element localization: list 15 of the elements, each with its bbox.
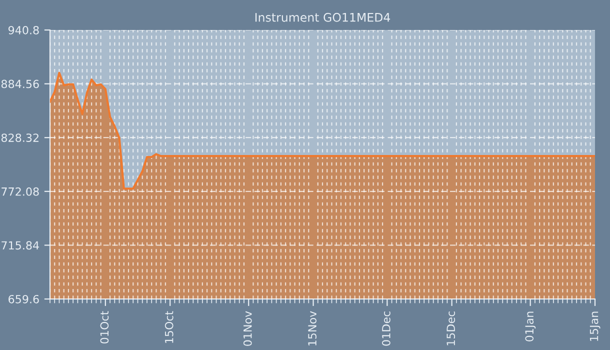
y-tick-label: 884.56 — [1, 80, 39, 88]
x-tick-label: 15Dec — [446, 311, 456, 346]
y-tick-label: 659.6 — [8, 294, 39, 304]
x-tick-label: 01Jan — [525, 312, 536, 342]
x-tick-label: 01Nov — [243, 311, 252, 346]
x-tick-label: 15Nov — [308, 311, 316, 346]
y-tick-label: 772.08 — [2, 187, 39, 196]
y-tick-label: 715.84 — [2, 241, 39, 250]
y-tick-label: 828.32 — [1, 134, 38, 142]
chart-title: Instrument GO11MED4 — [255, 12, 390, 22]
x-tick-label: 15Jan — [590, 312, 600, 341]
x-tick-label: 15Oct — [164, 311, 174, 343]
y-tick-label: 940.8 — [8, 26, 39, 34]
x-tick-label: 01Dec — [382, 311, 390, 346]
x-tick-label: 01Oct — [100, 311, 109, 344]
